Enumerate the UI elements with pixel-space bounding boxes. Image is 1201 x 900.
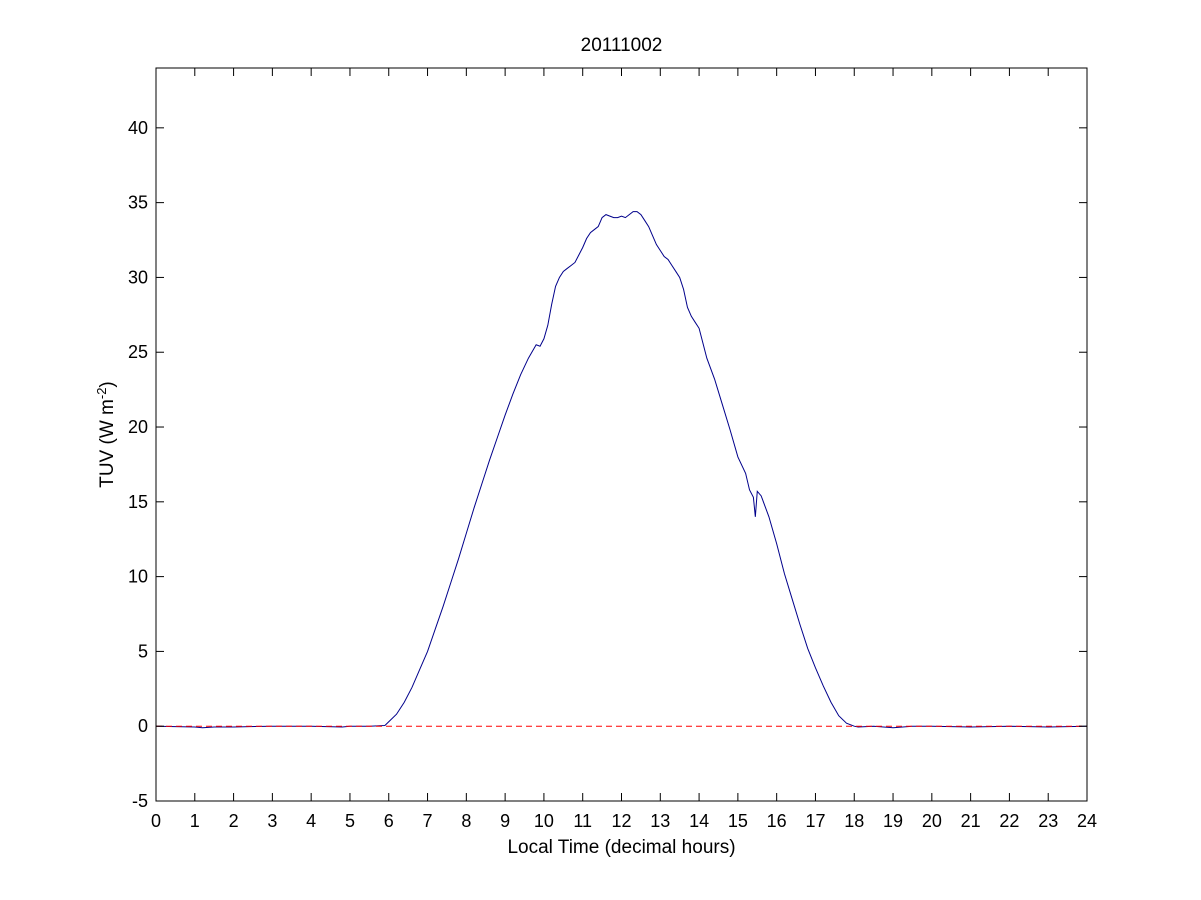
series-layer [155, 211, 1088, 729]
y-axis-label: TUV (W m-2) [94, 381, 119, 488]
y-axis-label-close: ) [97, 381, 118, 387]
x-tick-label: 15 [728, 811, 748, 831]
x-tick-label: 14 [689, 811, 709, 831]
x-tick-label: 1 [190, 811, 200, 831]
x-tick-label: 12 [611, 811, 631, 831]
x-tick-label: 6 [384, 811, 394, 831]
x-tick-label: 7 [423, 811, 433, 831]
series-line-0 [155, 211, 1088, 729]
y-tick-label: 10 [128, 567, 148, 587]
x-tick-label: 8 [461, 811, 471, 831]
x-tick-label: 3 [267, 811, 277, 831]
y-tick-label: 35 [128, 193, 148, 213]
x-tick-label: 24 [1077, 811, 1097, 831]
y-tick-label: 15 [128, 492, 148, 512]
y-tick-label: 30 [128, 267, 148, 287]
y-tick-label: 25 [128, 342, 148, 362]
x-tick-label: 4 [306, 811, 316, 831]
y-axis-label-main: TUV (W m [97, 399, 118, 488]
ticks-layer: 0 1 2 3 4 5 6 7 8 9 10 11 12 13 14 15 16 17 18 19 20 21 22 23 24… [128, 68, 1097, 831]
y-tick-label: -5 [132, 791, 148, 811]
x-tick-label: 10 [534, 811, 554, 831]
y-tick-label: 20 [128, 417, 148, 437]
x-tick-label: 22 [999, 811, 1019, 831]
y-tick-label: 5 [138, 641, 148, 661]
x-tick-label: 19 [883, 811, 903, 831]
x-tick-label: 21 [961, 811, 981, 831]
x-tick-label: 13 [650, 811, 670, 831]
x-tick-label: 20 [922, 811, 942, 831]
x-axis-label: Local Time (decimal hours) [507, 837, 735, 858]
x-tick-label: 0 [151, 811, 161, 831]
x-tick-label: 17 [805, 811, 825, 831]
y-axis-label-superscript: -2 [94, 388, 109, 400]
y-tick-label: 0 [138, 716, 148, 736]
plot-area [156, 68, 1087, 801]
x-tick-label: 9 [500, 811, 510, 831]
x-tick-label: 23 [1038, 811, 1058, 831]
x-tick-label: 2 [229, 811, 239, 831]
x-tick-label: 16 [767, 811, 787, 831]
y-tick-label: 40 [128, 118, 148, 138]
x-tick-label: 18 [844, 811, 864, 831]
chart-title: 20111002 [581, 35, 663, 56]
x-tick-label: 11 [573, 811, 592, 831]
x-tick-label: 5 [345, 811, 355, 831]
